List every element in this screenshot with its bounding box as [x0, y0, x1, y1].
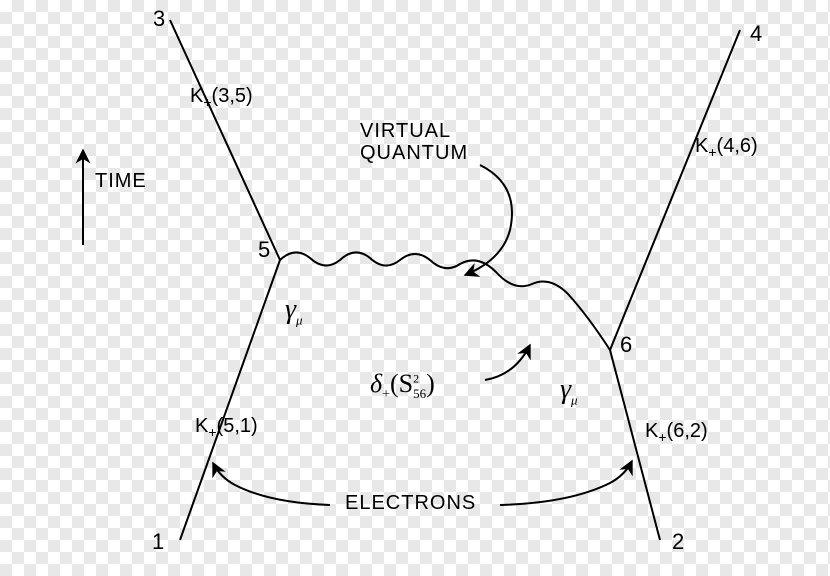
k46-label: K+(4,6) — [695, 135, 758, 160]
electrons-pointer-left — [213, 463, 330, 505]
vertex-2-label: 2 — [672, 530, 684, 554]
photon-5-6 — [280, 252, 610, 350]
line-5-3 — [170, 20, 280, 260]
vertex-3-label: 3 — [153, 7, 165, 31]
feynman-diagram-svg — [0, 0, 830, 576]
vertex-1-label: 1 — [152, 530, 164, 554]
gamma-mu-5: γμ — [285, 295, 303, 328]
electrons-pointer-right — [500, 461, 632, 505]
virtual-quantum-label: VIRTUALQUANTUM — [360, 120, 468, 164]
vertex-4-label: 4 — [750, 22, 762, 46]
line-1-5 — [180, 260, 280, 540]
line-6-4 — [610, 30, 740, 350]
electrons-label: ELECTRONS — [345, 492, 476, 514]
k51-label: K+(5,1) — [195, 415, 258, 440]
vertex-6-label: 6 — [620, 333, 632, 357]
virtual-quantum-pointer — [465, 165, 512, 275]
k62-label: K+(6,2) — [645, 420, 708, 445]
k35-label: K+(3,5) — [190, 85, 253, 110]
gamma-mu-6: γμ — [560, 375, 578, 408]
vertex-5-label: 5 — [258, 238, 270, 262]
delta-pointer — [485, 345, 530, 380]
delta-label: δ+(S256) — [370, 370, 435, 403]
time-label: TIME — [95, 170, 147, 192]
